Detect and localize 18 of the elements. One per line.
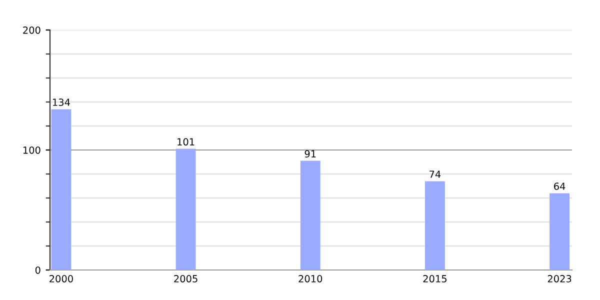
bar <box>550 193 570 270</box>
x-tick-label: 2005 <box>174 275 198 282</box>
x-tick-label: 2010 <box>298 275 322 282</box>
data-label: 91 <box>304 150 316 158</box>
y-tick-label: 0 <box>35 266 40 274</box>
x-tick-label: 2000 <box>50 275 73 282</box>
x-tick-label: 2023 <box>548 275 572 282</box>
data-label: 74 <box>430 170 441 178</box>
x-tick-label: 2015 <box>423 275 446 282</box>
data-label: 64 <box>554 182 566 190</box>
data-label: 134 <box>53 98 70 106</box>
y-tick-label: 200 <box>23 26 40 34</box>
bar <box>51 109 72 270</box>
bar <box>176 148 196 270</box>
y-tick-label: 100 <box>23 146 40 154</box>
data-label: 101 <box>178 138 194 146</box>
bar <box>300 160 320 270</box>
bar <box>424 181 445 270</box>
